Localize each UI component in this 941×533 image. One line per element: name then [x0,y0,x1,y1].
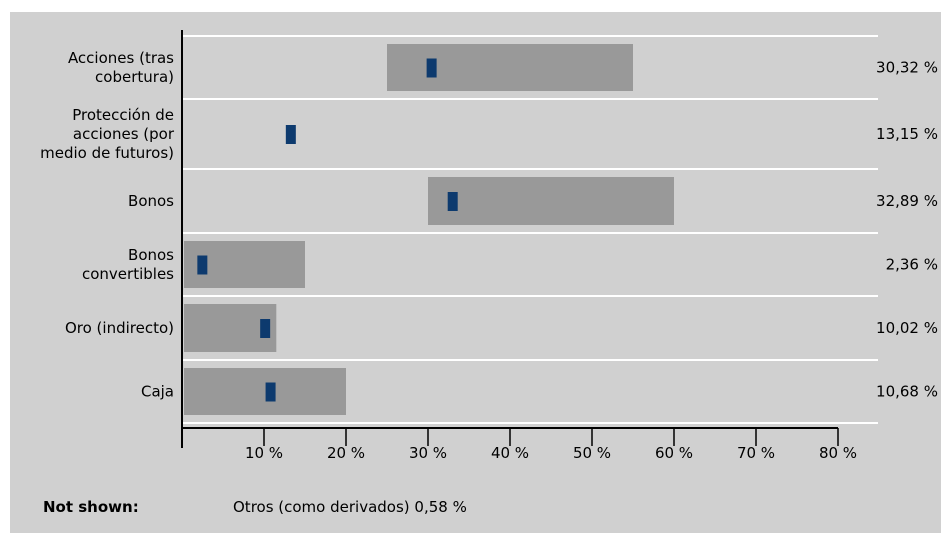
value-marker [426,58,437,78]
category-label: convertibles [82,265,174,283]
value-label: 13,15 % [876,125,938,143]
category-label: Bonos [128,192,174,210]
value-marker [197,255,208,275]
category-label: cobertura) [95,68,174,86]
x-tick-label: 60 % [655,444,693,462]
not-shown-note: Not shown: Otros (como derivados) 0,58 % [43,498,467,516]
x-tick-label: 40 % [491,444,529,462]
x-tick-label: 30 % [409,444,447,462]
value-label: 2,36 % [886,256,938,274]
category-label: acciones (por [73,125,175,143]
category-label: Protección de [72,106,174,124]
not-shown-text: Otros (como derivados) 0,58 % [233,498,467,516]
value-label: 10,68 % [876,383,938,401]
not-shown-label: Not shown: [43,498,139,516]
range-bar [387,44,633,91]
value-label: 30,32 % [876,59,938,77]
value-label: 10,02 % [876,319,938,337]
x-tick-label: 80 % [819,444,857,462]
x-tick-label: 20 % [327,444,365,462]
range-bar [184,368,346,415]
value-label: 32,89 % [876,192,938,210]
category-label: Caja [141,383,174,401]
category-label: Acciones (tras [68,49,174,67]
x-tick-label: 70 % [737,444,775,462]
x-tick-label: 50 % [573,444,611,462]
value-marker [260,319,271,338]
category-label: Oro (indirecto) [65,319,174,337]
x-tick-label: 10 % [245,444,283,462]
range-bar [428,177,674,225]
category-label: Bonos [128,246,174,264]
chart-panel: Acciones (tras cobertura) 30,32 % Protecció… [10,12,941,533]
category-label: medio de futuros) [40,144,174,162]
value-marker [447,192,458,211]
value-marker [265,382,276,402]
value-marker [285,125,296,144]
